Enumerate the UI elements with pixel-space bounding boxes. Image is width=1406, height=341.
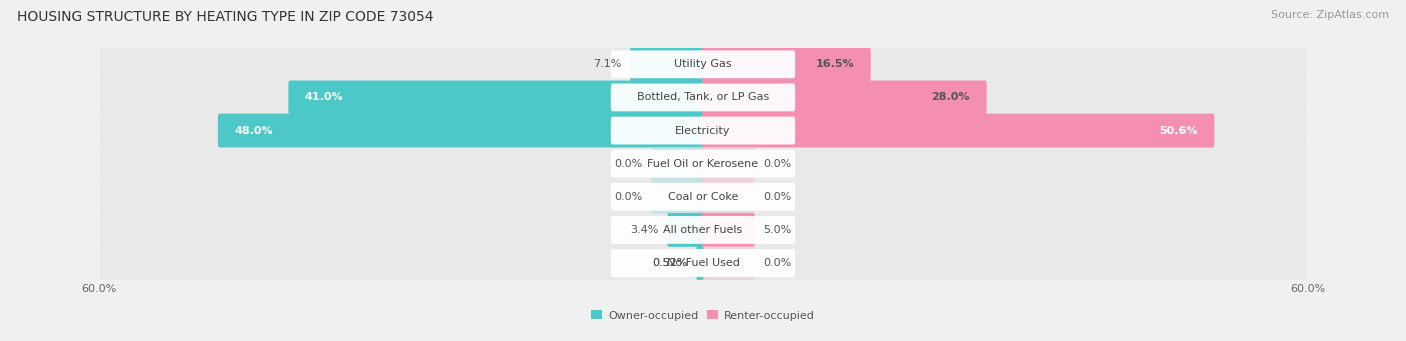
FancyBboxPatch shape [100,72,1306,123]
FancyBboxPatch shape [668,213,704,247]
Text: Source: ZipAtlas.com: Source: ZipAtlas.com [1271,10,1389,20]
FancyBboxPatch shape [100,105,1306,156]
Text: Fuel Oil or Kerosene: Fuel Oil or Kerosene [647,159,759,169]
FancyBboxPatch shape [702,246,755,280]
FancyBboxPatch shape [651,180,704,214]
FancyBboxPatch shape [610,216,796,244]
FancyBboxPatch shape [100,205,1306,255]
Text: 0.0%: 0.0% [763,192,792,202]
FancyBboxPatch shape [610,117,796,145]
Text: 5.0%: 5.0% [763,225,792,235]
FancyBboxPatch shape [702,147,755,181]
Text: All other Fuels: All other Fuels [664,225,742,235]
Text: 0.52%: 0.52% [652,258,688,268]
Text: 41.0%: 41.0% [305,92,343,102]
Text: 7.1%: 7.1% [593,59,621,69]
FancyBboxPatch shape [702,47,870,81]
FancyBboxPatch shape [100,138,1306,189]
FancyBboxPatch shape [100,172,1306,222]
FancyBboxPatch shape [100,238,1306,288]
Text: 0.0%: 0.0% [763,159,792,169]
Text: Utility Gas: Utility Gas [675,59,731,69]
Text: Electricity: Electricity [675,125,731,136]
Text: 0.0%: 0.0% [614,192,643,202]
Text: 0.52%: 0.52% [652,258,688,268]
FancyBboxPatch shape [100,138,1306,189]
FancyBboxPatch shape [288,80,704,114]
Text: 50.6%: 50.6% [1160,125,1198,136]
Text: 16.5%: 16.5% [815,59,855,69]
FancyBboxPatch shape [696,246,704,280]
FancyBboxPatch shape [218,114,704,147]
Text: Bottled, Tank, or LP Gas: Bottled, Tank, or LP Gas [637,92,769,102]
Text: 28.0%: 28.0% [932,92,970,102]
FancyBboxPatch shape [702,213,755,247]
Text: 3.4%: 3.4% [630,225,658,235]
FancyBboxPatch shape [100,205,1306,255]
Text: HOUSING STRUCTURE BY HEATING TYPE IN ZIP CODE 73054: HOUSING STRUCTURE BY HEATING TYPE IN ZIP… [17,10,433,24]
FancyBboxPatch shape [630,47,704,81]
FancyBboxPatch shape [100,238,1306,288]
FancyBboxPatch shape [610,50,796,78]
FancyBboxPatch shape [100,105,1306,156]
FancyBboxPatch shape [651,147,704,181]
Text: 48.0%: 48.0% [235,125,273,136]
FancyBboxPatch shape [100,172,1306,222]
FancyBboxPatch shape [100,39,1306,89]
FancyBboxPatch shape [610,84,796,112]
FancyBboxPatch shape [100,72,1306,123]
Text: Coal or Coke: Coal or Coke [668,192,738,202]
Legend: Owner-occupied, Renter-occupied: Owner-occupied, Renter-occupied [586,306,820,325]
FancyBboxPatch shape [610,249,796,277]
Text: No Fuel Used: No Fuel Used [666,258,740,268]
Text: 0.0%: 0.0% [763,258,792,268]
FancyBboxPatch shape [610,150,796,178]
FancyBboxPatch shape [610,183,796,211]
FancyBboxPatch shape [702,80,987,114]
FancyBboxPatch shape [702,180,755,214]
Text: 0.0%: 0.0% [614,159,643,169]
FancyBboxPatch shape [702,114,1215,147]
FancyBboxPatch shape [100,39,1306,89]
